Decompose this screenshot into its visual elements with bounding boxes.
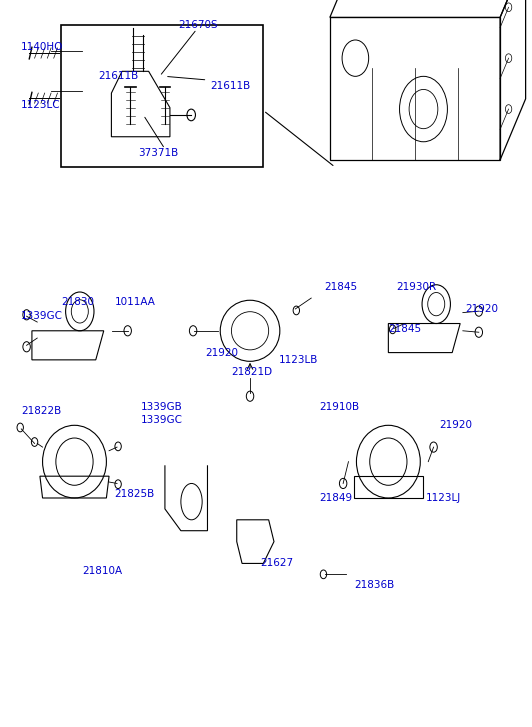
Text: 37371B: 37371B (138, 148, 179, 158)
Text: 1339GC: 1339GC (21, 311, 63, 321)
Text: 21821D: 21821D (231, 367, 272, 377)
Text: 21836B: 21836B (354, 580, 394, 590)
Text: 21845: 21845 (325, 282, 358, 292)
Text: 1339GB: 1339GB (141, 402, 182, 412)
Text: 1011AA: 1011AA (114, 297, 155, 307)
Text: 21825B: 21825B (114, 489, 155, 499)
Text: 21611B: 21611B (98, 71, 139, 81)
Text: 21910B: 21910B (319, 402, 359, 412)
Text: 21627: 21627 (261, 558, 294, 569)
Text: 21845: 21845 (388, 324, 421, 334)
Text: 1140HO: 1140HO (21, 42, 64, 52)
Text: 1123LC: 1123LC (21, 100, 61, 111)
Text: 21920: 21920 (466, 304, 498, 314)
Text: 21822B: 21822B (21, 406, 62, 416)
Text: 21830: 21830 (61, 297, 94, 307)
Text: 21810A: 21810A (82, 566, 122, 576)
Text: 1123LB: 1123LB (279, 355, 319, 365)
Text: 21670S: 21670S (178, 20, 218, 31)
Text: 21611B: 21611B (210, 81, 251, 91)
Text: 1123LJ: 1123LJ (426, 493, 461, 503)
Bar (61, 25, 263, 167)
Text: 21930R: 21930R (396, 282, 436, 292)
Text: 21849: 21849 (319, 493, 352, 503)
Text: 1339GC: 1339GC (141, 415, 183, 425)
Text: 21920: 21920 (205, 348, 238, 358)
Text: 21920: 21920 (439, 420, 472, 430)
